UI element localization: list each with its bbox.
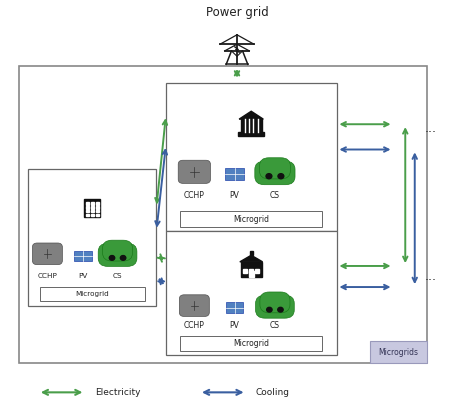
Text: Power grid: Power grid (206, 6, 268, 19)
Text: CCHP: CCHP (184, 191, 205, 200)
FancyBboxPatch shape (259, 158, 291, 179)
Bar (238, 132, 264, 136)
Bar (166, 231, 337, 355)
Bar (96, 206, 99, 209)
Bar (96, 214, 99, 216)
Bar (243, 268, 247, 273)
Circle shape (120, 256, 126, 260)
Bar (255, 268, 259, 273)
Text: PV: PV (78, 273, 88, 279)
Text: CS: CS (113, 273, 122, 279)
Circle shape (109, 256, 115, 260)
Bar (370, 341, 427, 363)
Bar (40, 287, 145, 301)
Circle shape (278, 173, 284, 179)
Bar (91, 202, 93, 204)
FancyBboxPatch shape (179, 295, 210, 316)
Polygon shape (239, 111, 264, 119)
Polygon shape (240, 255, 263, 262)
Text: Microgrid: Microgrid (233, 215, 269, 224)
Text: PV: PV (230, 191, 239, 200)
Circle shape (266, 173, 272, 179)
Bar (180, 336, 322, 351)
FancyBboxPatch shape (226, 302, 243, 313)
Text: CCHP: CCHP (37, 273, 57, 279)
FancyBboxPatch shape (32, 243, 63, 265)
Bar (166, 83, 337, 231)
Text: Cooling: Cooling (256, 388, 290, 397)
Text: Electricity: Electricity (95, 388, 140, 397)
Bar (96, 210, 99, 212)
Bar (250, 251, 253, 255)
FancyBboxPatch shape (102, 240, 133, 261)
Bar (86, 206, 89, 209)
FancyBboxPatch shape (255, 295, 294, 318)
Bar (249, 271, 254, 277)
Bar (91, 210, 93, 212)
Bar (96, 202, 99, 204)
Text: Microgrid: Microgrid (233, 339, 269, 348)
Bar (86, 202, 89, 204)
Circle shape (278, 307, 283, 312)
FancyBboxPatch shape (225, 169, 244, 180)
FancyBboxPatch shape (178, 160, 210, 183)
Text: PV: PV (230, 321, 239, 330)
Bar (86, 214, 89, 216)
Text: CS: CS (270, 191, 280, 200)
Text: Microgrids: Microgrids (378, 348, 418, 356)
Text: CS: CS (270, 321, 280, 330)
Text: Microgrid: Microgrid (75, 291, 109, 297)
Bar (180, 211, 322, 227)
FancyBboxPatch shape (255, 161, 295, 185)
FancyBboxPatch shape (74, 251, 91, 261)
Text: ...: ... (424, 270, 436, 283)
Bar (28, 169, 156, 306)
Bar (19, 66, 427, 363)
Bar (91, 214, 93, 216)
Bar (84, 199, 100, 217)
Bar (91, 206, 93, 209)
Text: ...: ... (424, 122, 436, 135)
FancyBboxPatch shape (98, 243, 137, 266)
Bar (249, 268, 253, 273)
Circle shape (267, 307, 272, 312)
Bar (241, 119, 262, 132)
FancyBboxPatch shape (260, 292, 290, 313)
Text: CCHP: CCHP (184, 321, 205, 330)
Bar (241, 262, 262, 277)
Bar (86, 210, 89, 212)
